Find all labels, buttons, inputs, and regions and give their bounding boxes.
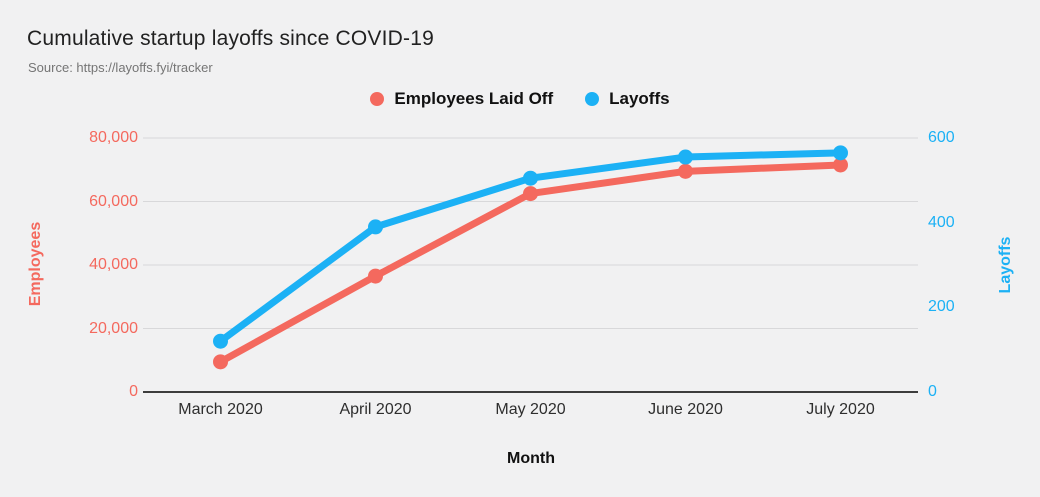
layoffs-point[interactable] — [523, 170, 538, 186]
x-axis-title: Month — [507, 450, 555, 467]
employees-laid-off-point[interactable] — [678, 163, 693, 179]
layoffs-point[interactable] — [213, 333, 228, 349]
employees-laid-off-point[interactable] — [368, 268, 383, 284]
page-title: Cumulative startup layoffs since COVID-1… — [27, 27, 434, 50]
layoffs-point[interactable] — [678, 149, 693, 165]
layoffs-point[interactable] — [833, 145, 848, 161]
left-axis-title: Employees — [27, 221, 44, 307]
employees-laid-off-point[interactable] — [213, 354, 228, 370]
layoffs-point[interactable] — [368, 219, 383, 235]
right-axis-title: Layoffs — [997, 236, 1014, 294]
legend-label: Employees Laid Off — [394, 89, 554, 108]
legend-item-layoffs[interactable]: Layoffs — [585, 89, 670, 109]
layoffs-legend-dot-icon — [585, 92, 600, 106]
source-caption: Source: https://layoffs.fyi/tracker — [28, 60, 213, 75]
employees-laid-off-point[interactable] — [833, 157, 848, 173]
legend-label: Layoffs — [609, 89, 670, 108]
employees-legend-dot-icon — [370, 92, 385, 106]
employees-laid-off-point[interactable] — [523, 186, 538, 202]
legend-item-employees[interactable]: Employees Laid Off — [370, 89, 553, 109]
legend: Employees Laid Off Layoffs — [0, 89, 1040, 109]
